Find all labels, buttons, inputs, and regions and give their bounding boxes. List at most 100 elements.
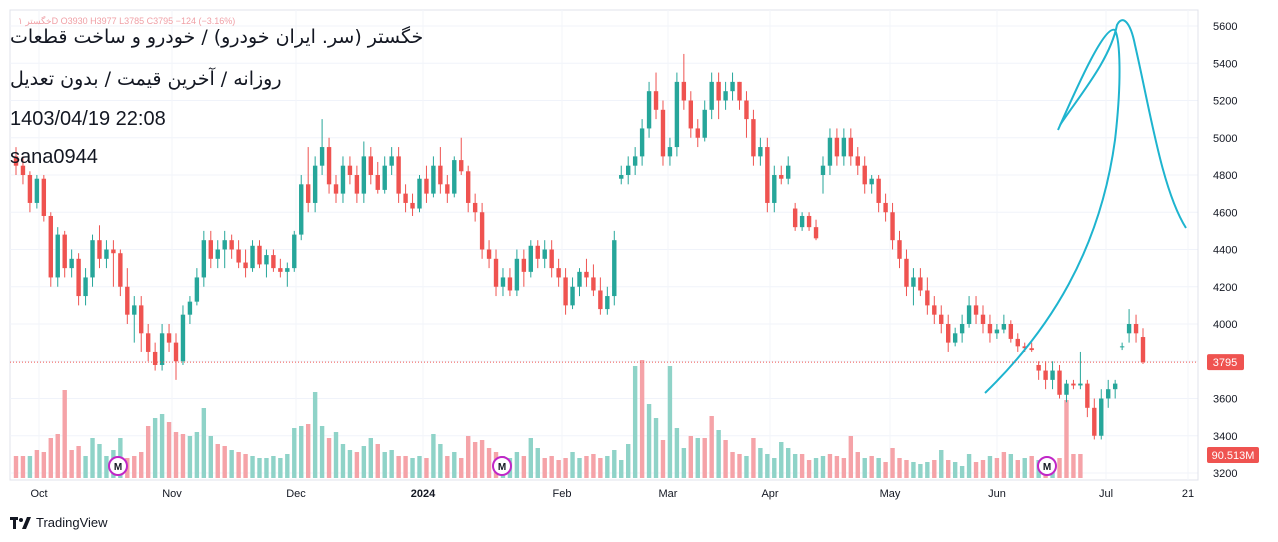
price-axis[interactable]: 3200340036003800400042004400460048005000… [1197,10,1259,480]
candle-body [549,249,554,269]
volume-bar [619,460,624,478]
volume-bar [340,444,346,478]
tradingview-logo[interactable]: TradingView [10,515,108,530]
candle-body [243,262,248,269]
candle-body [222,240,227,250]
volume-bar [813,458,819,478]
candle-body [939,314,944,324]
candle-body [786,165,791,179]
volume-bar [104,456,109,478]
volume-bar [876,458,881,478]
time-axis[interactable]: Oct Nov Dec 2024 Feb Mar Apr May Jun Jul 21 [30,488,1194,500]
candle-body [542,249,547,259]
candle-body [382,165,387,190]
candle-body [493,258,499,287]
price-tick-label: 3400 [1213,431,1237,443]
candle-body [737,81,742,101]
volume-bar [424,458,429,478]
candle-body [48,215,53,278]
volume-bar [410,458,415,478]
candle-body [1126,324,1132,334]
volume-bar [69,450,74,478]
candle-body [709,81,714,110]
trend-drawing[interactable] [984,19,1187,394]
volume-bar [34,450,40,478]
volume-bar [577,458,582,478]
volume-bar [639,360,645,478]
event-marker-label: M [1043,462,1051,473]
candle-body [556,268,561,278]
volume-bar [222,446,227,478]
time-tick-label: 2024 [411,488,436,500]
volume-bar [549,456,554,478]
candle-body [862,165,867,185]
candle-body [1029,348,1034,351]
candle-body [299,184,304,235]
candle-body [500,277,506,287]
volume-bar [897,458,902,478]
volume-bar [132,456,137,478]
volume-bar [952,462,958,478]
volume-bar [973,462,979,478]
candle-body [591,277,596,291]
event-marker-label: M [114,462,122,473]
volume-bar [1078,454,1083,478]
volume-bar [883,462,888,478]
candle-body [848,137,854,157]
candle-body [751,119,756,157]
candle-body [229,240,234,250]
volume-bar [166,422,172,478]
candle-body [625,165,631,175]
candle-body [646,91,652,129]
candle-body [76,258,81,297]
candle-body [799,215,805,228]
candle-body [897,240,902,259]
candle-body [118,253,123,287]
event-marker [492,456,512,476]
brand-name: TradingView [36,515,108,530]
volume-bar [305,424,311,478]
candle-body [257,245,262,265]
candle-body [1008,324,1014,339]
volume-bar [848,436,854,478]
candle-body [779,175,784,179]
volume-bar [563,458,568,478]
volume-bar [20,456,26,478]
volume-bar [632,366,638,478]
candle-body [980,314,986,324]
candle-body [20,165,26,175]
volume-bar [994,458,1000,478]
candle-body [876,178,881,203]
volume-bar [820,456,826,478]
chart-grid [9,9,1199,481]
volume-bar [1071,454,1076,478]
volume-bar [459,458,464,478]
candle-body [264,255,269,265]
candle-body [987,324,993,334]
candle-body [598,290,603,310]
volume-bar [772,458,777,478]
candle-body [632,156,638,166]
price-tick-label: 4000 [1213,319,1237,331]
tradingview-logo-icon [10,516,31,529]
candle-body [959,324,965,334]
candle-body [1036,364,1041,371]
volume-bar [326,438,332,478]
candle-body [813,227,819,239]
candle-body [13,156,19,166]
volume-bar [97,444,102,478]
volume-bar [299,426,304,478]
candle-body [563,277,568,306]
candle-body [772,175,777,203]
candle-body [271,255,276,269]
candle-body [612,240,617,297]
candle-body [431,165,436,194]
volume-bar [904,460,909,478]
volume-bar [702,438,707,478]
volume-bar [925,462,930,478]
volume-bar [966,454,972,478]
volume-bar [1015,460,1020,478]
time-tick-label: 21 [1182,488,1194,500]
